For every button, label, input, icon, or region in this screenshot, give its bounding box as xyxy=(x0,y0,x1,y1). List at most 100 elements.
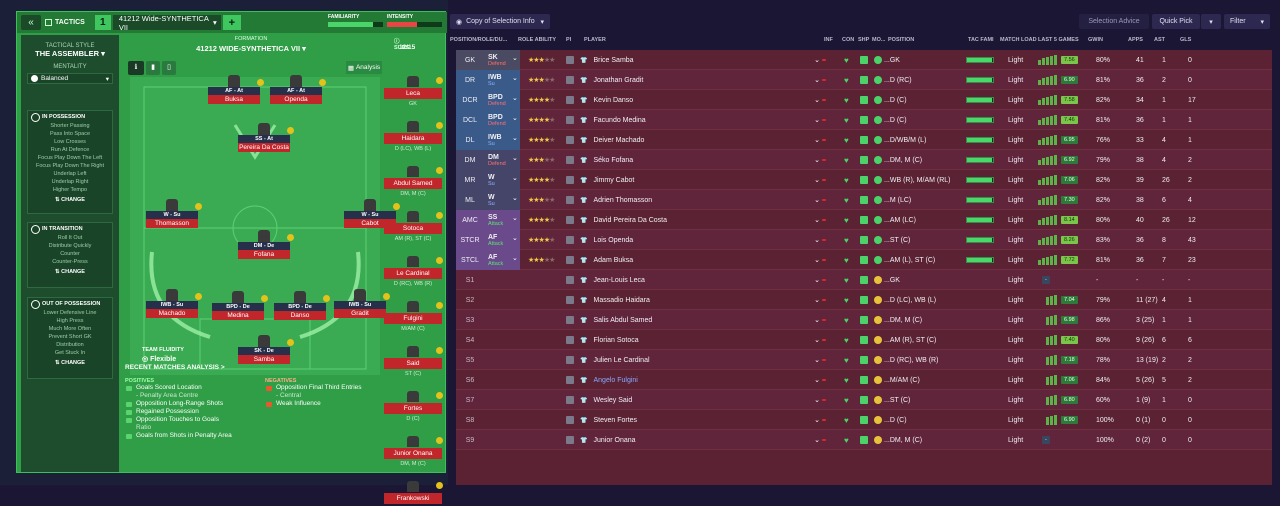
tactic-slot[interactable]: 1 xyxy=(94,15,111,30)
player-name-cell[interactable]: 👕 Adrien Thomasson ⌄ xyxy=(580,190,820,210)
table-row[interactable]: DL IWB Su ⌄ ★★★★ ★ 👕 Deiver Machado ⌄ ♥... D/WB/M… xyxy=(456,130,1272,150)
role-dropdown[interactable]: DM Defend xyxy=(484,150,520,170)
column-header[interactable]: LAST 5 GAMES xyxy=(1038,37,1079,43)
tactic-name-dropdown[interactable]: 41212 Wide-SYNTHETICA VII ▾ xyxy=(112,14,221,32)
role-dropdown[interactable]: IWB Su xyxy=(484,130,520,150)
column-header[interactable]: MO... xyxy=(872,37,886,43)
double-chevron-left-icon[interactable]: « xyxy=(21,15,41,30)
column-header[interactable]: GLS xyxy=(1180,37,1192,43)
table-row[interactable]: DR IWB Su ⌄ ★★★ ★★ 👕 Jonathan Gradit ⌄ ♥... D (RC… xyxy=(456,70,1272,90)
table-row[interactable]: STCL AF Attack ⌄ ★★★ ★★ 👕 Adam Buksa ⌄ ♥... AM (L… xyxy=(456,250,1272,270)
pitch-player-card[interactable]: IWB - Su Gradit xyxy=(334,289,390,318)
player-name-cell[interactable]: 👕 Brice Samba ⌄ xyxy=(580,50,820,70)
pitch-player-card[interactable]: BPD - De Danso xyxy=(274,291,330,320)
table-row[interactable]: DCR BPD Defend ⌄ ★★★★ ★ 👕 Kevin Danso ⌄ ♥... D (C… xyxy=(456,90,1272,110)
column-header[interactable]: CON xyxy=(842,37,855,43)
quick-pick-button[interactable]: Quick Pick xyxy=(1152,14,1200,29)
filter-dropdown[interactable]: Filter ▾ xyxy=(1224,14,1270,29)
player-name-cell[interactable]: 👕 Deiver Machado ⌄ xyxy=(580,130,820,150)
column-header[interactable]: PI xyxy=(566,37,572,43)
column-header[interactable]: MATCH LOAD xyxy=(1000,37,1037,43)
sub-player-card[interactable]: Abdul Samed DM, M (C) xyxy=(384,166,443,197)
sub-player-card[interactable]: Sotoca AM (R), ST (C) xyxy=(384,211,443,242)
selection-advice-button[interactable]: Selection Advice xyxy=(1079,14,1149,29)
pitch-player-card[interactable]: SK - De Samba xyxy=(238,335,294,364)
player-name-cell[interactable]: 👕 Séko Fofana ⌄ xyxy=(580,150,820,170)
player-name-cell[interactable]: 👕 Lois Openda ⌄ xyxy=(580,230,820,250)
table-row[interactable]: S2 👕 Massadio Haidara ⌄ ♥ ... D (LC), WB (L) L… xyxy=(456,290,1272,310)
column-header[interactable]: INF xyxy=(824,37,833,43)
table-row[interactable]: STCR AF Attack ⌄ ★★★★ ★ 👕 Lois Openda ⌄ ♥... ST (… xyxy=(456,230,1272,250)
role-dropdown[interactable]: W Su xyxy=(484,190,520,210)
stats-view-button[interactable]: ▮ xyxy=(146,61,160,75)
sub-player-card[interactable]: Frankowski xyxy=(384,481,443,506)
pitch-player-card[interactable]: AF - At Openda xyxy=(270,75,326,104)
column-header[interactable]: PLAYER xyxy=(584,37,606,43)
table-row[interactable]: S7 👕 Wesley Said ⌄ ♥ ... ST (C) Light 6.80 60% 1 … xyxy=(456,390,1272,410)
pitch-player-card[interactable]: W - Su Thomasson xyxy=(146,199,202,228)
pitch-player-card[interactable]: W - Su Cabot xyxy=(344,199,400,228)
in-transition-change-button[interactable]: ⇅ CHANGE xyxy=(55,269,85,275)
role-dropdown[interactable]: IWB Su xyxy=(484,70,520,90)
info-view-button[interactable]: ℹ xyxy=(128,61,144,75)
role-dropdown[interactable]: AF Attack xyxy=(484,250,520,270)
analysis-title[interactable]: RECENT MATCHES ANALYSIS > xyxy=(125,364,225,371)
table-row[interactable]: S6 👕 Angelo Fulgini ⌄ ♥ ... M/AM (C) Light 7.06… xyxy=(456,370,1272,390)
role-dropdown[interactable]: BPD Defend xyxy=(484,90,520,110)
formation-name-dropdown[interactable]: 41212 WIDE-SYNTHETICA VII ▾ xyxy=(196,44,306,53)
role-dropdown[interactable]: AF Attack xyxy=(484,230,520,250)
pitch-player-card[interactable]: SS - At Pereira Da Costa xyxy=(238,123,294,152)
pitch-player-card[interactable]: DM - De Fofana xyxy=(238,230,294,259)
analysis-button[interactable]: ▦ Analysis xyxy=(346,61,382,74)
table-row[interactable]: S4 👕 Florian Sotoca ⌄ ♥ ... AM (R), ST (C) Lig… xyxy=(456,330,1272,350)
column-header[interactable]: GWIN xyxy=(1088,37,1103,43)
column-header[interactable]: SHP xyxy=(858,37,870,43)
sub-player-card[interactable]: Haidara D (LC), WB (L) xyxy=(384,121,443,152)
table-row[interactable]: MR W Su ⌄ ★★★★ ★ 👕 Jimmy Cabot ⌄ ♥... WB (R), M/A… xyxy=(456,170,1272,190)
column-header[interactable]: ROLE ABILITY xyxy=(518,37,556,43)
player-name-cell[interactable]: 👕 Massadio Haidara ⌄ xyxy=(580,290,820,310)
table-row[interactable]: S8 👕 Steven Fortes ⌄ ♥ ... D (C) Light 6.90 100%… xyxy=(456,410,1272,430)
pitch-player-card[interactable]: BPD - De Medina xyxy=(212,291,268,320)
tactical-style-dropdown[interactable]: THE ASSEMBLER ▾ xyxy=(35,49,105,58)
sub-player-card[interactable]: Leca GK xyxy=(384,76,443,107)
table-row[interactable]: DCL BPD Defend ⌄ ★★★★ ★ 👕 Facundo Medina ⌄ ♥... D… xyxy=(456,110,1272,130)
player-name-cell[interactable]: 👕 Facundo Medina ⌄ xyxy=(580,110,820,130)
table-row[interactable]: GK SK Defend ⌄ ★★★ ★★ 👕 Brice Samba ⌄ ♥... GK Ligh… xyxy=(456,50,1272,70)
column-header[interactable]: POSITION xyxy=(888,37,915,43)
pitch-player-card[interactable]: IWB - Su Machado xyxy=(146,289,202,318)
role-dropdown[interactable]: BPD Defend xyxy=(484,110,520,130)
out-of-possession-change-button[interactable]: ⇅ CHANGE xyxy=(55,360,85,366)
sub-player-card[interactable]: Fulgini M/AM (C) xyxy=(384,301,443,332)
player-name-cell[interactable]: 👕 Jean-Louis Leca ⌄ xyxy=(580,270,820,290)
player-name-cell[interactable]: 👕 Wesley Said ⌄ xyxy=(580,390,820,410)
table-row[interactable]: AMC SS Attack ⌄ ★★★★ ★ 👕 David Pereira Da Costa… xyxy=(456,210,1272,230)
player-name-cell[interactable]: 👕 Julien Le Cardinal ⌄ xyxy=(580,350,820,370)
sub-player-card[interactable]: Junior Onana DM, M (C) xyxy=(384,436,443,467)
table-row[interactable]: S9 👕 Junior Onana ⌄ ♥ ... DM, M (C) Light - 100%… xyxy=(456,430,1272,450)
player-name-cell[interactable]: 👕 Jimmy Cabot ⌄ xyxy=(580,170,820,190)
sub-player-card[interactable]: Le Cardinal D (RC), WB (R) xyxy=(384,256,443,287)
player-name-cell[interactable]: 👕 Jonathan Gradit ⌄ xyxy=(580,70,820,90)
column-header[interactable]: APPS xyxy=(1128,37,1143,43)
player-name-cell[interactable]: 👕 Florian Sotoca ⌄ xyxy=(580,330,820,350)
quick-pick-dropdown[interactable]: ▾ xyxy=(1201,14,1221,29)
in-possession-change-button[interactable]: ⇅ CHANGE xyxy=(55,197,85,203)
player-name-cell[interactable]: 👕 David Pereira Da Costa ⌄ xyxy=(580,210,820,230)
pitch-player-card[interactable]: AF - At Buksa xyxy=(208,75,264,104)
player-name-cell[interactable]: 👕 Salis Abdul Samed ⌄ xyxy=(580,310,820,330)
copy-selection-dropdown[interactable]: ◉ Copy of Selection Info ▾ xyxy=(450,14,550,29)
column-header[interactable]: TAC FAMI xyxy=(968,37,994,43)
role-dropdown[interactable]: SK Defend xyxy=(484,50,520,70)
table-row[interactable]: ML W Su ⌄ ★★★ ★★ 👕 Adrien Thomasson ⌄ ♥... M (LC)… xyxy=(456,190,1272,210)
player-name-cell[interactable]: 👕 Steven Fortes ⌄ xyxy=(580,410,820,430)
sub-player-card[interactable]: Said ST (C) xyxy=(384,346,443,377)
pitch-view-button[interactable]: ▯ xyxy=(162,61,176,75)
sub-player-card[interactable]: Fortes D (C) xyxy=(384,391,443,422)
table-row[interactable]: S5 👕 Julien Le Cardinal ⌄ ♥ ... D (RC), WB (R… xyxy=(456,350,1272,370)
player-name-cell[interactable]: 👕 Angelo Fulgini ⌄ xyxy=(580,370,820,390)
mentality-dropdown[interactable]: Balanced ▾ xyxy=(27,73,113,84)
table-row[interactable]: S1 👕 Jean-Louis Leca ⌄ ♥ ... GK Light - - - - - xyxy=(456,270,1272,290)
column-header[interactable]: POSITION/ROLE/DU... xyxy=(450,37,508,43)
table-row[interactable]: DM DM Defend ⌄ ★★★ ★★ 👕 Séko Fofana ⌄ ♥... DM, M … xyxy=(456,150,1272,170)
